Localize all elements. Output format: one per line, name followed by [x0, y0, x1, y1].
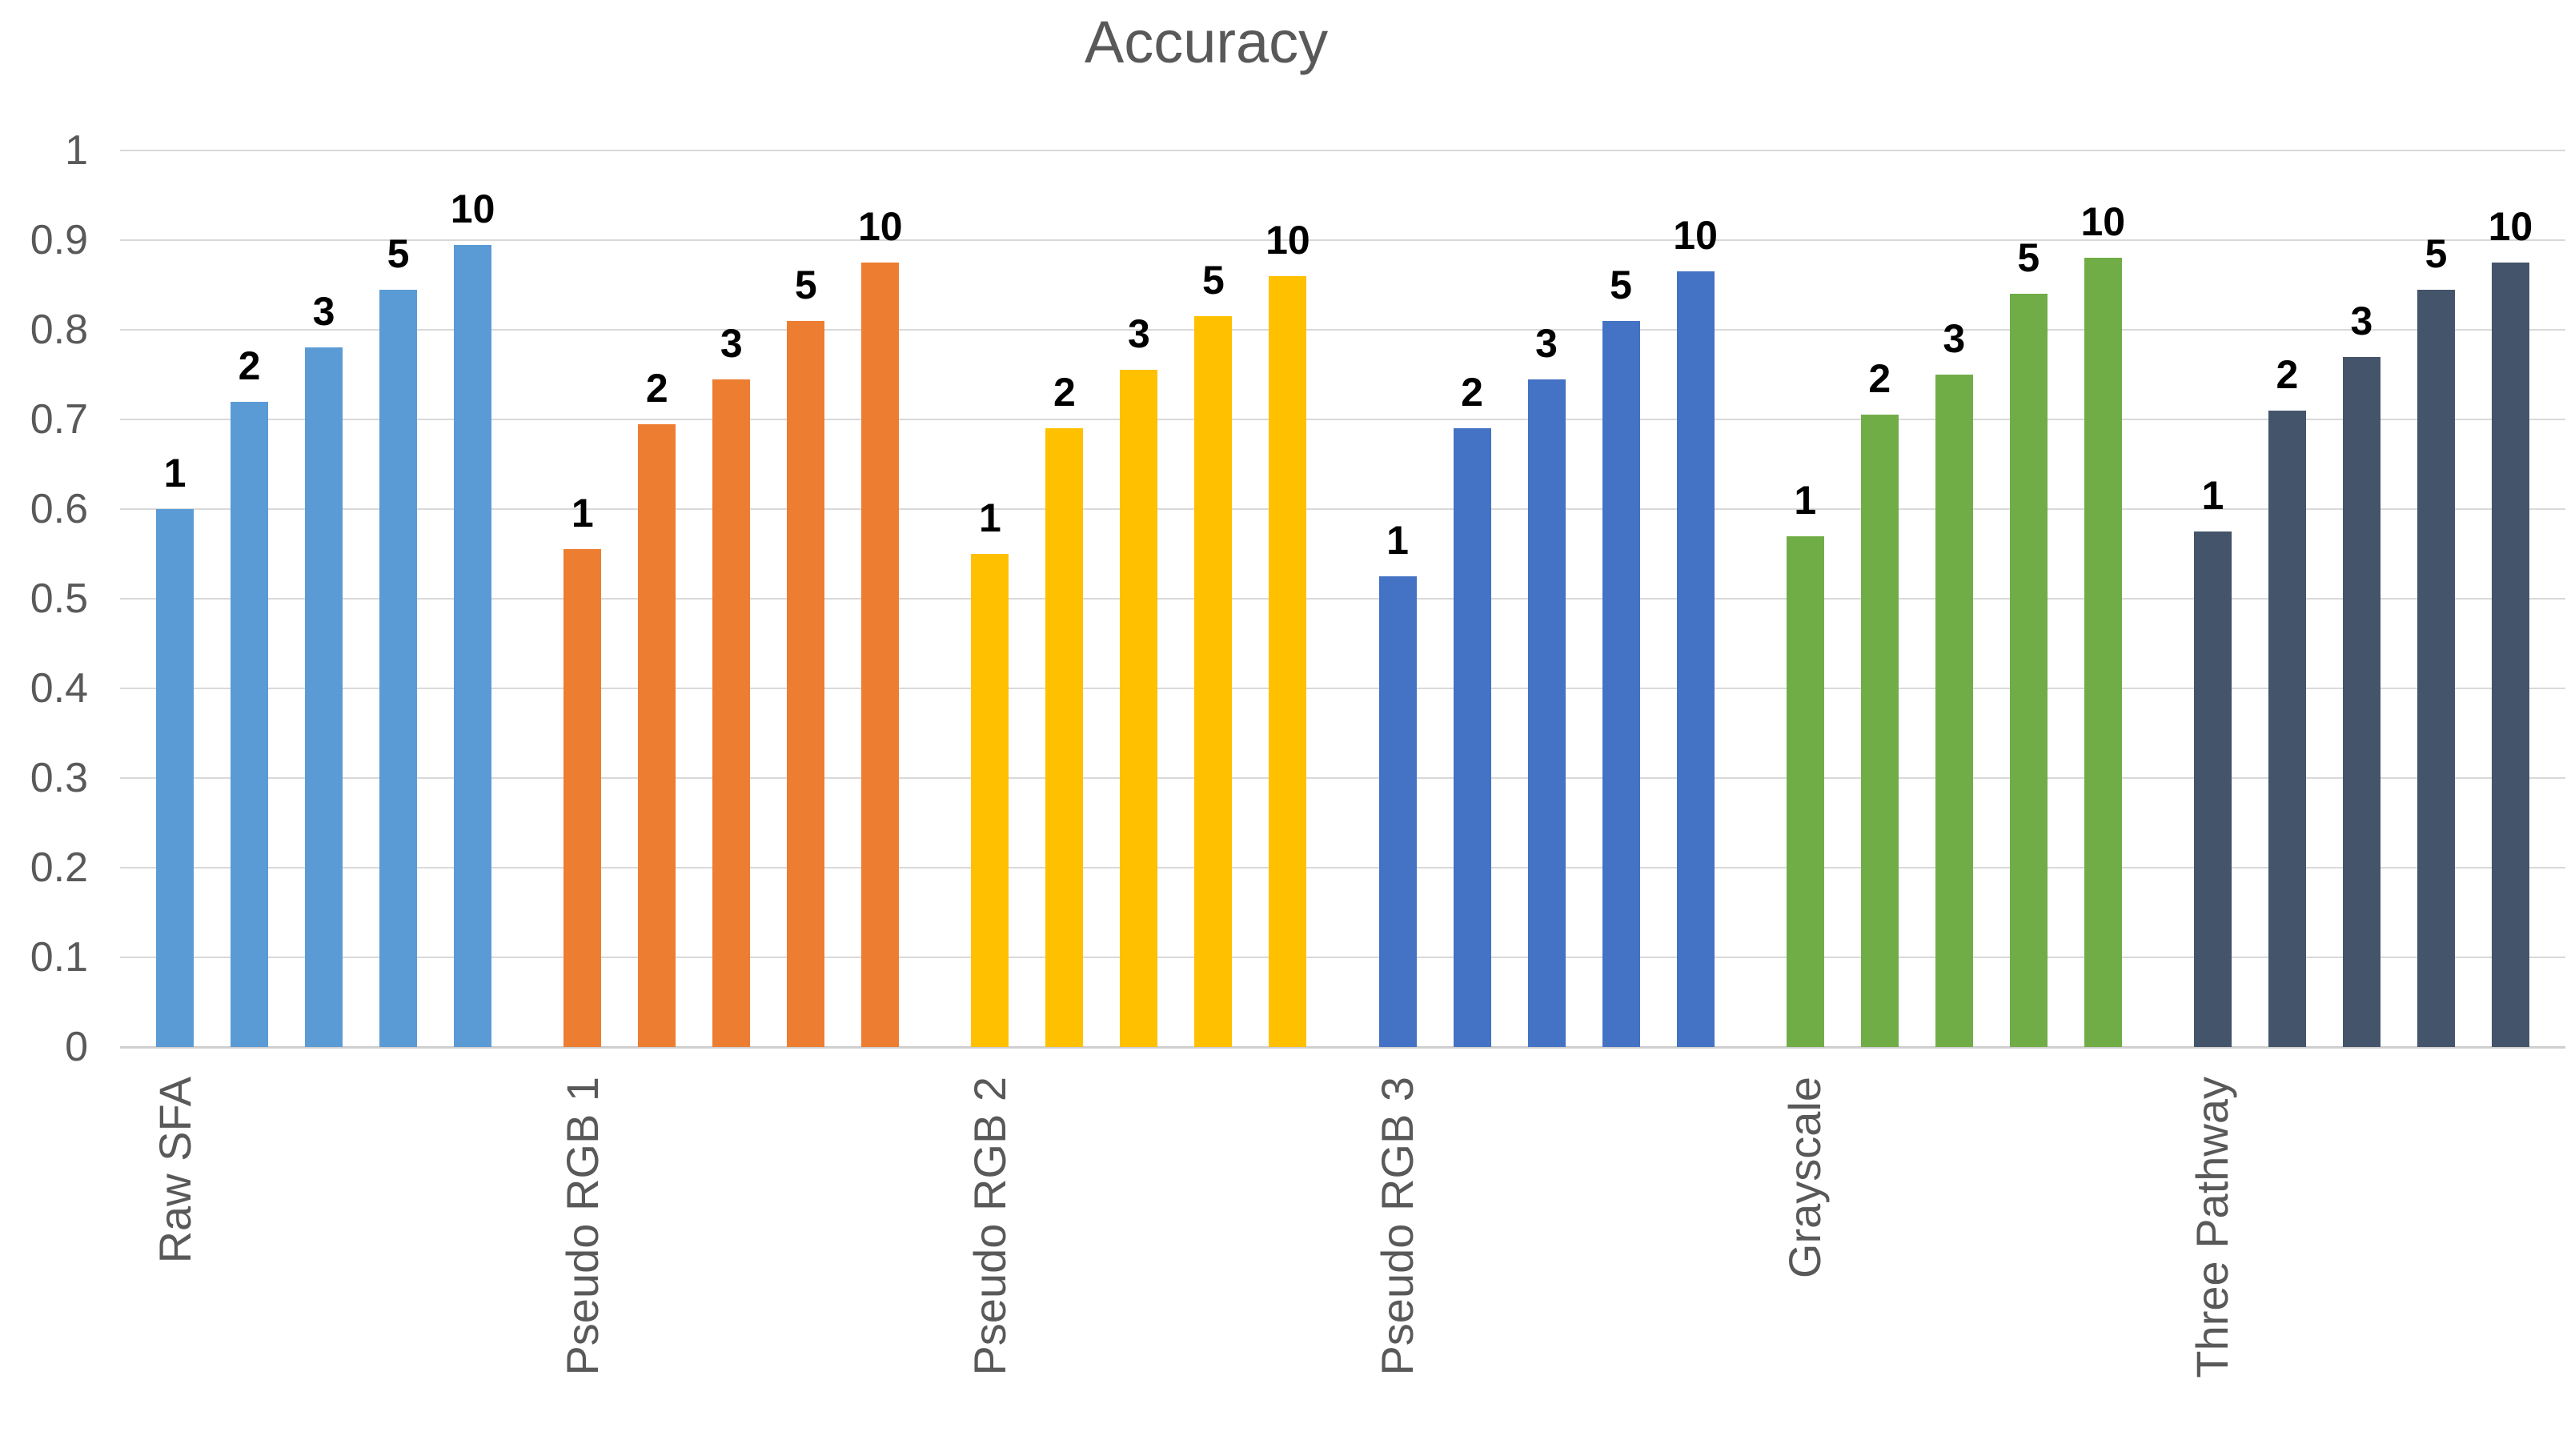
bar-three-pathway-1 [2193, 531, 2232, 1047]
bar-raw-sfa-5 [379, 289, 418, 1047]
bar-value-label: 10 [450, 186, 495, 231]
gridline-y-0.6 [120, 508, 2565, 510]
bar-value-label: 10 [2080, 199, 2126, 245]
bar-pseudo-rgb-1-3 [712, 379, 751, 1047]
y-tick-label-0.3: 0.3 [30, 755, 88, 801]
x-category-label-pseudo-rgb-1: Pseudo RGB 1 [556, 1077, 608, 1376]
bar-value-label: 3 [720, 320, 743, 366]
bar-grayscale-5 [2009, 294, 2048, 1047]
bar-value-label: 1 [979, 495, 1001, 540]
bar-value-label: 3 [2350, 298, 2373, 343]
y-tick-label-1: 1 [65, 127, 88, 174]
gridline-y-0.3 [120, 777, 2565, 779]
bar-three-pathway-5 [2417, 289, 2455, 1047]
bar-value-label: 2 [238, 343, 261, 388]
x-category-label-grayscale: Grayscale [1779, 1077, 1831, 1279]
gridline-y-0 [120, 1046, 2565, 1049]
bar-pseudo-rgb-3-3 [1527, 379, 1566, 1047]
bar-value-label: 10 [1673, 213, 1718, 259]
bar-value-label: 10 [1265, 217, 1310, 263]
bar-grayscale-10 [2084, 258, 2122, 1047]
bar-raw-sfa-2 [231, 401, 269, 1047]
bar-value-label: 2 [1868, 356, 1891, 402]
bar-pseudo-rgb-2-3 [1120, 370, 1158, 1047]
gridline-y-1 [120, 150, 2565, 151]
bar-value-label: 1 [1794, 477, 1817, 523]
bar-value-label: 2 [1053, 370, 1076, 415]
bar-value-label: 10 [2488, 204, 2533, 249]
y-tick-label-0.8: 0.8 [30, 307, 88, 353]
gridline-y-0.7 [120, 419, 2565, 420]
bar-pseudo-rgb-1-2 [638, 423, 676, 1047]
bar-pseudo-rgb-3-1 [1378, 576, 1417, 1047]
bar-value-label: 5 [1610, 262, 1632, 307]
bar-value-label: 1 [1386, 518, 1409, 563]
bar-value-label: 5 [1202, 258, 1225, 303]
bar-pseudo-rgb-2-1 [971, 554, 1009, 1047]
bar-pseudo-rgb-1-10 [861, 263, 900, 1047]
bar-pseudo-rgb-2-10 [1269, 275, 1307, 1047]
bar-value-label: 5 [2017, 235, 2040, 281]
gridline-y-0.2 [120, 867, 2565, 868]
y-tick-label-0.2: 0.2 [30, 844, 88, 891]
bar-raw-sfa-3 [305, 347, 343, 1047]
bar-raw-sfa-1 [156, 509, 195, 1047]
bar-value-label: 1 [571, 491, 594, 536]
bar-value-label: 3 [1535, 320, 1558, 366]
x-category-label-pseudo-rgb-2: Pseudo RGB 2 [964, 1077, 1015, 1376]
x-category-label-pseudo-rgb-3: Pseudo RGB 3 [1372, 1077, 1423, 1376]
bar-three-pathway-3 [2342, 356, 2380, 1047]
gridline-y-0.9 [120, 239, 2565, 241]
bar-value-label: 5 [2425, 231, 2448, 276]
y-tick-label-0.4: 0.4 [30, 665, 88, 712]
bar-grayscale-3 [1935, 375, 1973, 1047]
chart-title: Accuracy [1084, 9, 1329, 75]
y-tick-label-0.5: 0.5 [30, 576, 88, 622]
bar-value-label: 10 [857, 204, 903, 249]
bar-pseudo-rgb-2-5 [1194, 316, 1233, 1047]
y-tick-label-0.9: 0.9 [30, 217, 88, 263]
bar-value-label: 2 [1461, 370, 1483, 415]
gridline-y-0.1 [120, 957, 2565, 958]
bar-pseudo-rgb-3-10 [1676, 271, 1715, 1047]
gridline-y-0.4 [120, 688, 2565, 689]
bar-value-label: 3 [1943, 316, 1966, 361]
bar-pseudo-rgb-1-1 [564, 549, 602, 1047]
bar-value-label: 1 [163, 451, 187, 495]
bar-three-pathway-10 [2491, 263, 2529, 1047]
y-tick-label-0: 0 [65, 1024, 88, 1070]
x-category-label-raw-sfa: Raw SFA [149, 1077, 200, 1264]
bar-grayscale-2 [1860, 415, 1899, 1047]
bar-value-label: 3 [1128, 311, 1150, 357]
bar-value-label: 3 [312, 289, 335, 335]
gridline-y-0.8 [120, 329, 2565, 331]
bar-pseudo-rgb-3-5 [1602, 320, 1640, 1047]
bar-value-label: 1 [2201, 473, 2224, 518]
bar-three-pathway-2 [2268, 410, 2306, 1047]
bar-value-label: 5 [387, 231, 410, 276]
bar-pseudo-rgb-3-2 [1453, 428, 1491, 1047]
bar-value-label: 2 [2276, 351, 2299, 397]
bar-pseudo-rgb-1-5 [787, 320, 825, 1047]
bar-value-label: 5 [794, 262, 817, 307]
y-tick-label-0.6: 0.6 [30, 486, 88, 532]
gridline-y-0.5 [120, 598, 2565, 600]
bar-value-label: 2 [645, 365, 668, 411]
y-tick-label-0.7: 0.7 [30, 396, 88, 443]
bar-grayscale-1 [1786, 535, 1824, 1047]
bar-pseudo-rgb-2-2 [1045, 428, 1084, 1047]
bar-raw-sfa-10 [454, 244, 492, 1047]
x-category-label-three-pathway: Three Pathway [2187, 1077, 2238, 1378]
y-tick-label-0.1: 0.1 [30, 934, 88, 981]
